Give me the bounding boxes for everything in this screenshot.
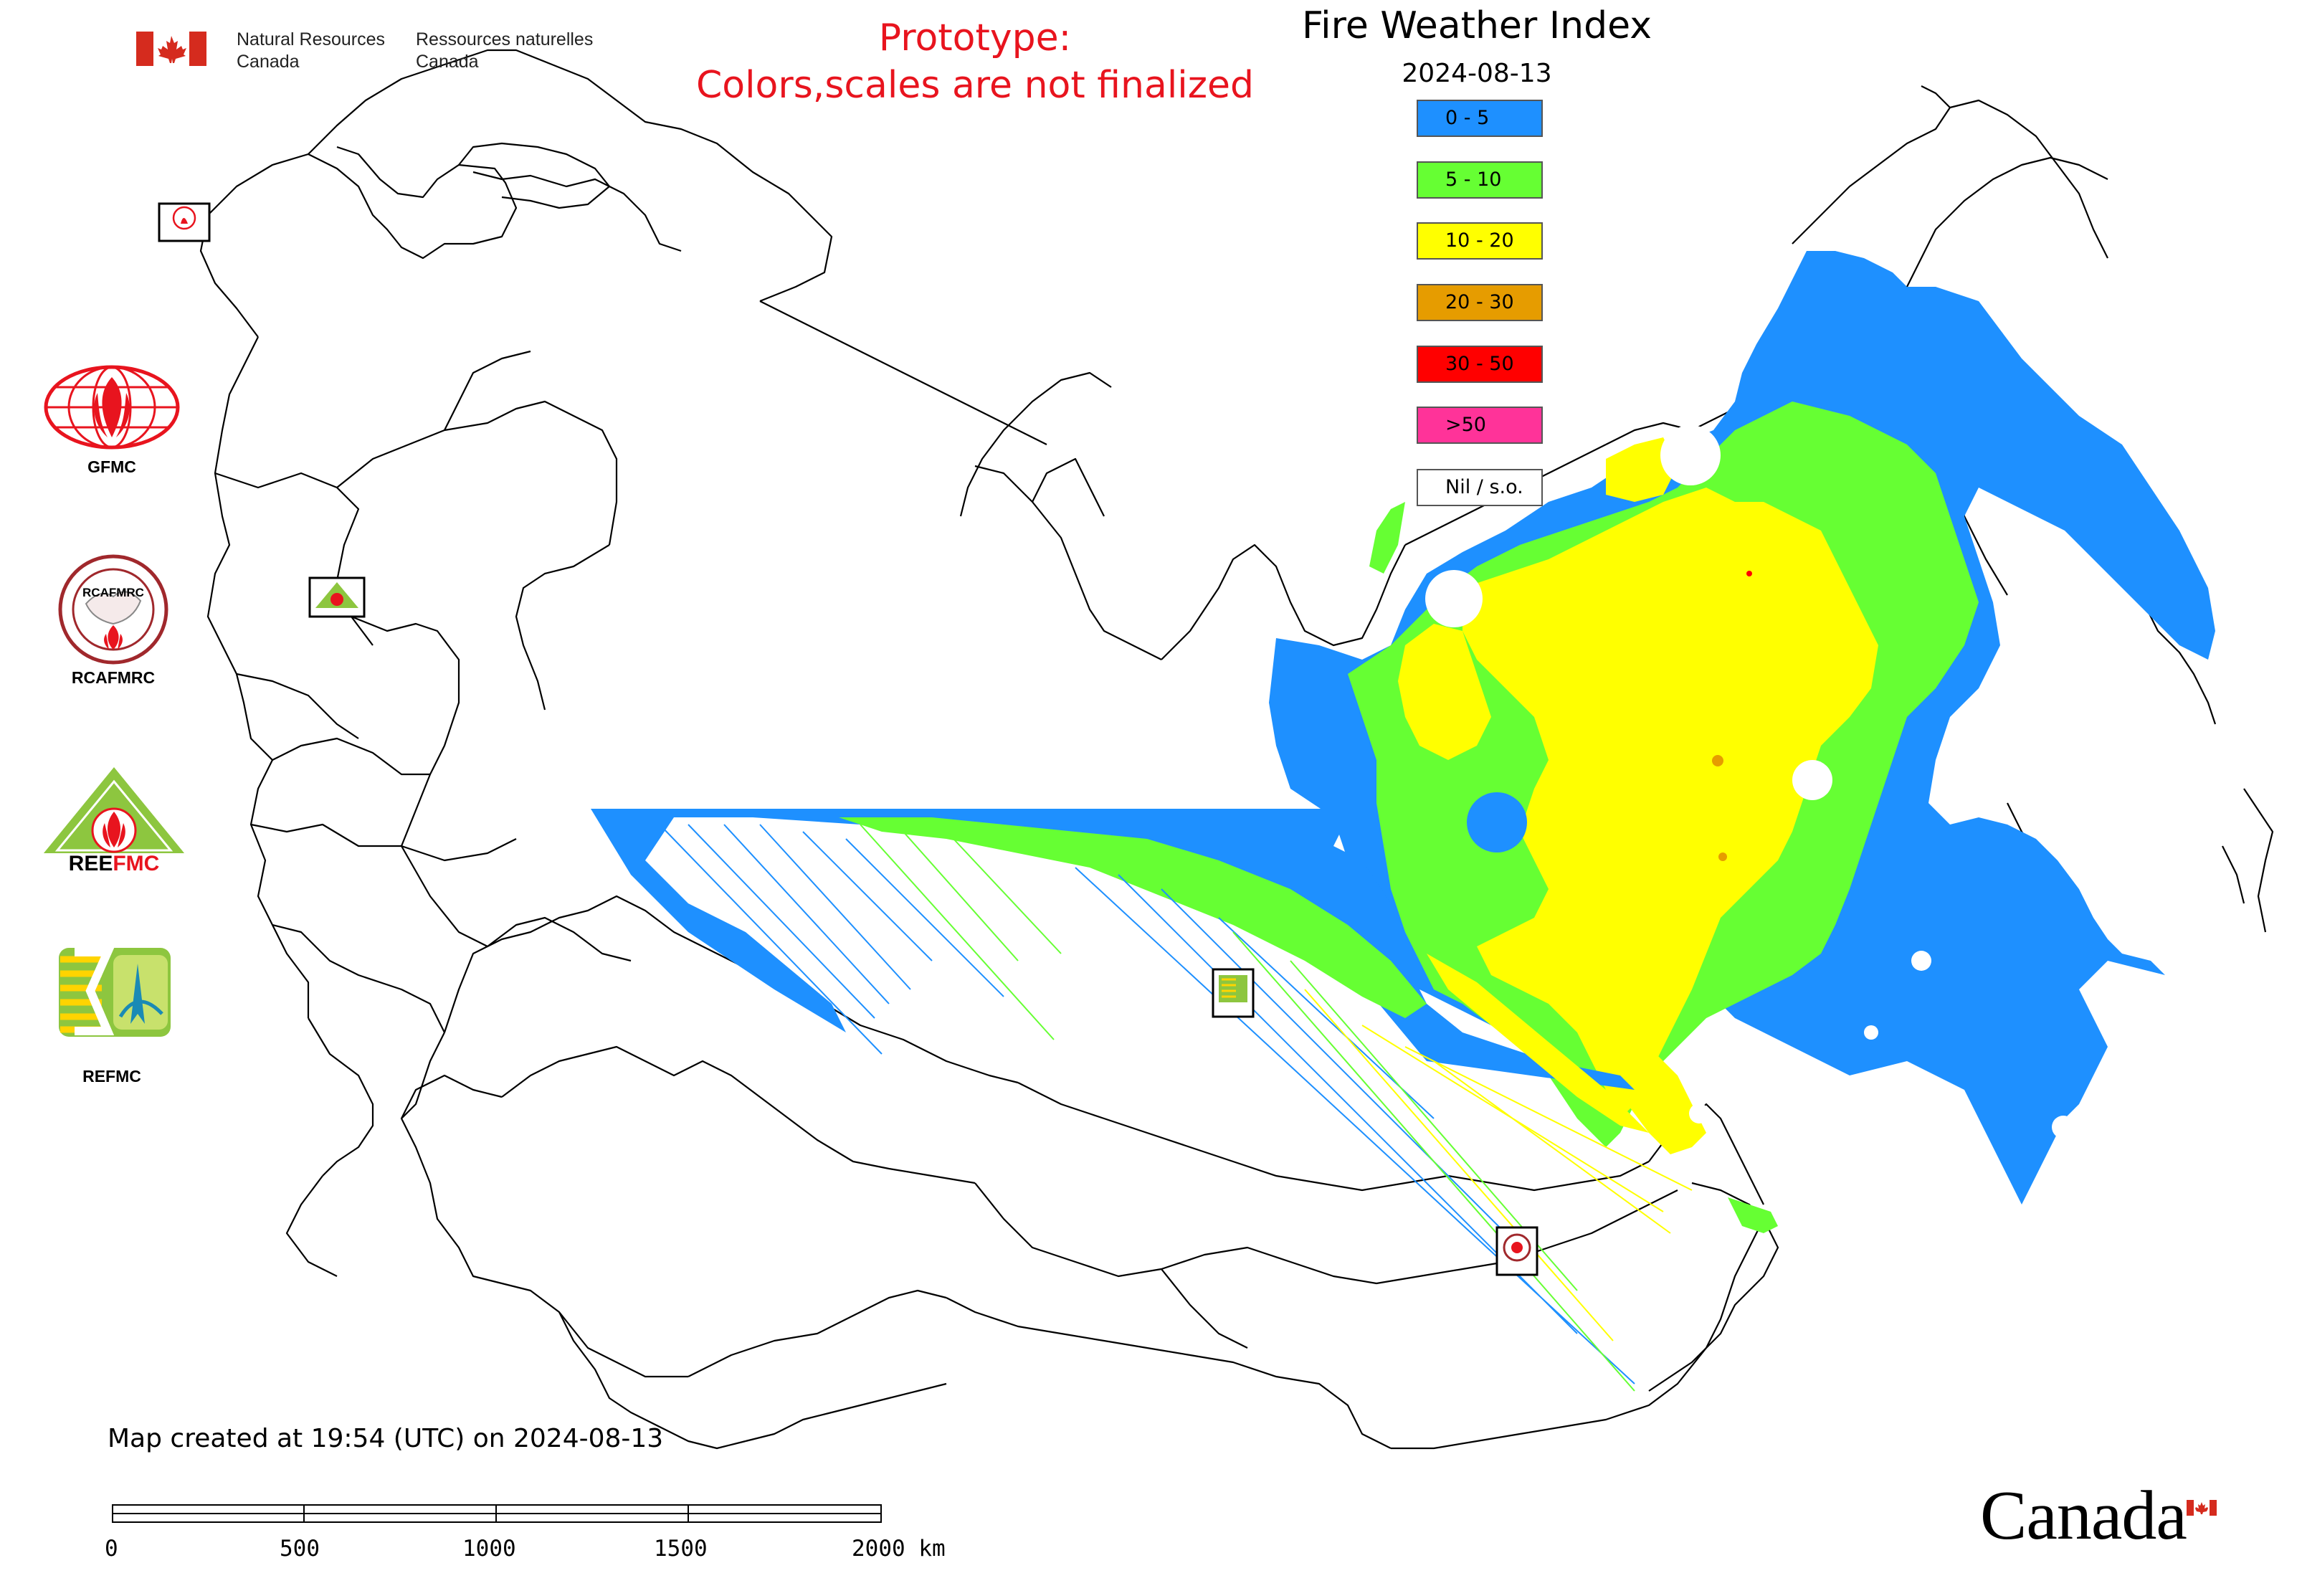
gfmc-label: GFMC — [87, 457, 136, 476]
gfmc-logo — [40, 364, 184, 453]
legend-item-20-30: 20 - 30 — [1417, 284, 1543, 321]
legend-item-nil: Nil / s.o. — [1417, 469, 1543, 506]
map-title: Fire Weather Index — [1302, 4, 1652, 47]
rcafmrc-logo: RCAFMRC — [57, 554, 169, 665]
map-markers — [158, 202, 1538, 1276]
map-date: 2024-08-13 — [1402, 59, 1552, 88]
canada-wordmark: Canada — [1980, 1477, 2187, 1554]
fwi-raster — [591, 251, 2215, 1392]
map-created-note: Map created at 19:54 (UTC) on 2024-08-13 — [108, 1424, 664, 1453]
refmc-logo — [57, 945, 172, 1040]
scale-label-2000km: 2000 km — [852, 1536, 946, 1562]
rcafmrc-label: RCAFMRC — [71, 668, 156, 687]
prototype-notice: Prototype: Colors,scales are not finaliz… — [667, 14, 1283, 109]
reefmc-logo-text: REEFMC — [68, 852, 160, 875]
canada-flag-icon — [136, 32, 206, 66]
scale-label-500: 500 — [280, 1536, 320, 1562]
wordmark-flag-icon — [2187, 1500, 2217, 1516]
reefmc-logo — [37, 764, 191, 876]
prototype-line2: Colors,scales are not finalized — [695, 64, 1255, 107]
org-name-en: Natural Resources Canada — [237, 29, 386, 72]
scale-bar — [112, 1504, 883, 1524]
country-borders — [199, 49, 2274, 1450]
prototype-line1: Prototype: — [878, 16, 1072, 60]
refmc-label: REFMC — [82, 1067, 141, 1086]
org-name-fr: Ressources naturelles Canada — [416, 29, 594, 72]
legend-item-over-50: >50 — [1417, 407, 1543, 444]
legend-item-5-10: 5 - 10 — [1417, 161, 1543, 199]
scale-label-0: 0 — [105, 1536, 118, 1562]
scale-label-1000: 1000 — [462, 1536, 516, 1562]
scale-label-1500: 1500 — [654, 1536, 708, 1562]
legend-item-0-5: 0 - 5 — [1417, 100, 1543, 137]
legend-item-10-20: 10 - 20 — [1417, 222, 1543, 260]
legend-item-30-50: 30 - 50 — [1417, 346, 1543, 383]
svg-text:RCAFMRC: RCAFMRC — [82, 586, 144, 599]
